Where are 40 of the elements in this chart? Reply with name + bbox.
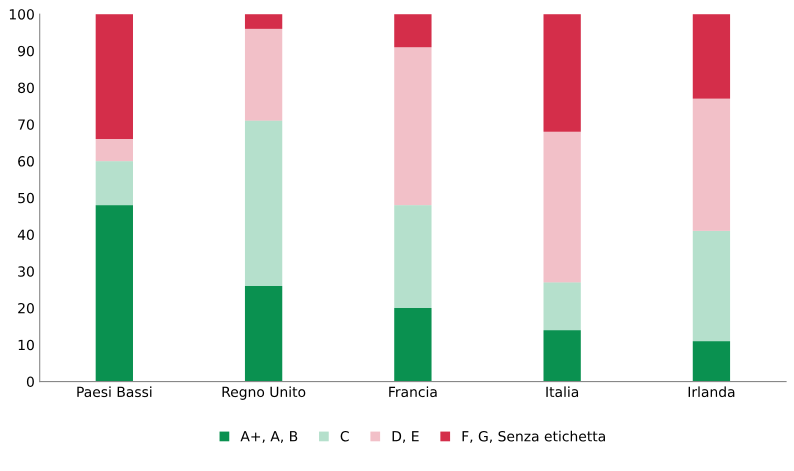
y-tick-label: 0: [26, 376, 34, 387]
y-tick-label: 100: [10, 9, 34, 20]
bar: [244, 14, 282, 29]
bar: [244, 120, 282, 286]
y-tick-label: 90: [18, 46, 34, 56]
y-tick-label: 20: [18, 303, 34, 314]
y-tick-label: 50: [18, 192, 34, 204]
bar: [692, 341, 730, 382]
bar: [394, 47, 432, 206]
y-tick-label: 80: [18, 82, 34, 94]
legend-label: F, G, Senza etichetta: [462, 430, 605, 443]
y-tick-label: 60: [18, 156, 34, 167]
bar: [394, 14, 432, 48]
bar: [543, 132, 581, 282]
x-tick-label: Italia: [546, 386, 578, 398]
y-tick-label: 30: [18, 266, 34, 277]
bar: [543, 14, 581, 132]
bar: [394, 308, 432, 382]
legend-label: A+, A, B: [240, 431, 298, 443]
bar: [96, 161, 133, 206]
x-tick-label: Francia: [389, 386, 437, 398]
bar: [692, 14, 730, 99]
bar: [394, 205, 432, 308]
legend-label: D, E: [392, 431, 419, 443]
y-tick-label: 40: [18, 230, 34, 240]
bar: [692, 230, 730, 342]
legend-label: C: [340, 430, 349, 442]
x-tick-label: Regno Unito: [222, 386, 306, 400]
x-tick-label: Irlanda: [688, 386, 734, 398]
bar: [244, 28, 282, 121]
bar: [96, 139, 133, 162]
bar: [96, 205, 133, 382]
bar: [543, 282, 581, 330]
bar: [692, 98, 730, 231]
y-tick-label: 70: [18, 119, 34, 130]
x-tick-label: Paesi Bassi: [77, 386, 152, 398]
bar: [96, 14, 133, 140]
y-tick-label: 10: [18, 340, 34, 350]
bar: [543, 330, 581, 382]
bar: [244, 286, 282, 382]
